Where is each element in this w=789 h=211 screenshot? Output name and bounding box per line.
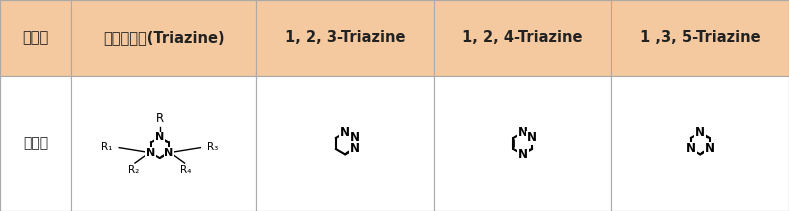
Text: 1, 2, 3-Triazine: 1, 2, 3-Triazine <box>285 30 406 46</box>
Text: N: N <box>350 131 360 145</box>
Text: N: N <box>686 142 696 156</box>
Text: N: N <box>527 131 537 145</box>
Text: 절질명: 절질명 <box>22 30 49 46</box>
Text: 트리아진계(Triazine): 트리아진계(Triazine) <box>103 30 225 46</box>
Bar <box>0 76 71 211</box>
Text: N: N <box>146 148 155 158</box>
Bar <box>434 76 611 211</box>
Bar <box>611 76 789 211</box>
Text: N: N <box>518 126 528 139</box>
Bar <box>256 0 434 76</box>
Text: N: N <box>705 142 715 156</box>
Text: N: N <box>695 126 705 139</box>
Text: 1, 2, 4-Triazine: 1, 2, 4-Triazine <box>462 30 583 46</box>
Text: N: N <box>350 142 360 156</box>
Text: R₄: R₄ <box>181 165 192 175</box>
Text: N: N <box>518 148 528 161</box>
Text: N: N <box>155 132 164 142</box>
Bar <box>0 0 71 76</box>
Bar <box>611 0 789 76</box>
Text: R₃: R₃ <box>207 142 218 152</box>
Text: R₁: R₁ <box>102 142 113 152</box>
Text: R: R <box>155 112 164 125</box>
Bar <box>434 0 611 76</box>
Bar <box>71 0 256 76</box>
Text: 구조식: 구조식 <box>23 137 48 150</box>
Text: N: N <box>340 126 350 139</box>
Text: 1 ,3, 5-Triazine: 1 ,3, 5-Triazine <box>640 30 761 46</box>
Text: R₂: R₂ <box>128 165 139 175</box>
Bar <box>256 76 434 211</box>
Bar <box>71 76 256 211</box>
Text: N: N <box>164 148 174 158</box>
